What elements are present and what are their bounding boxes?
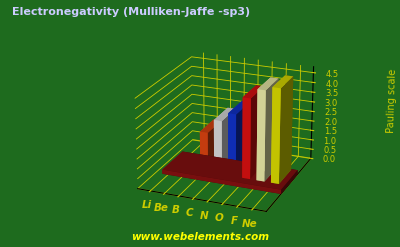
Text: www.webelements.com: www.webelements.com bbox=[131, 232, 269, 242]
Text: Electronegativity (Mulliken-Jaffe -sp3): Electronegativity (Mulliken-Jaffe -sp3) bbox=[12, 7, 250, 17]
